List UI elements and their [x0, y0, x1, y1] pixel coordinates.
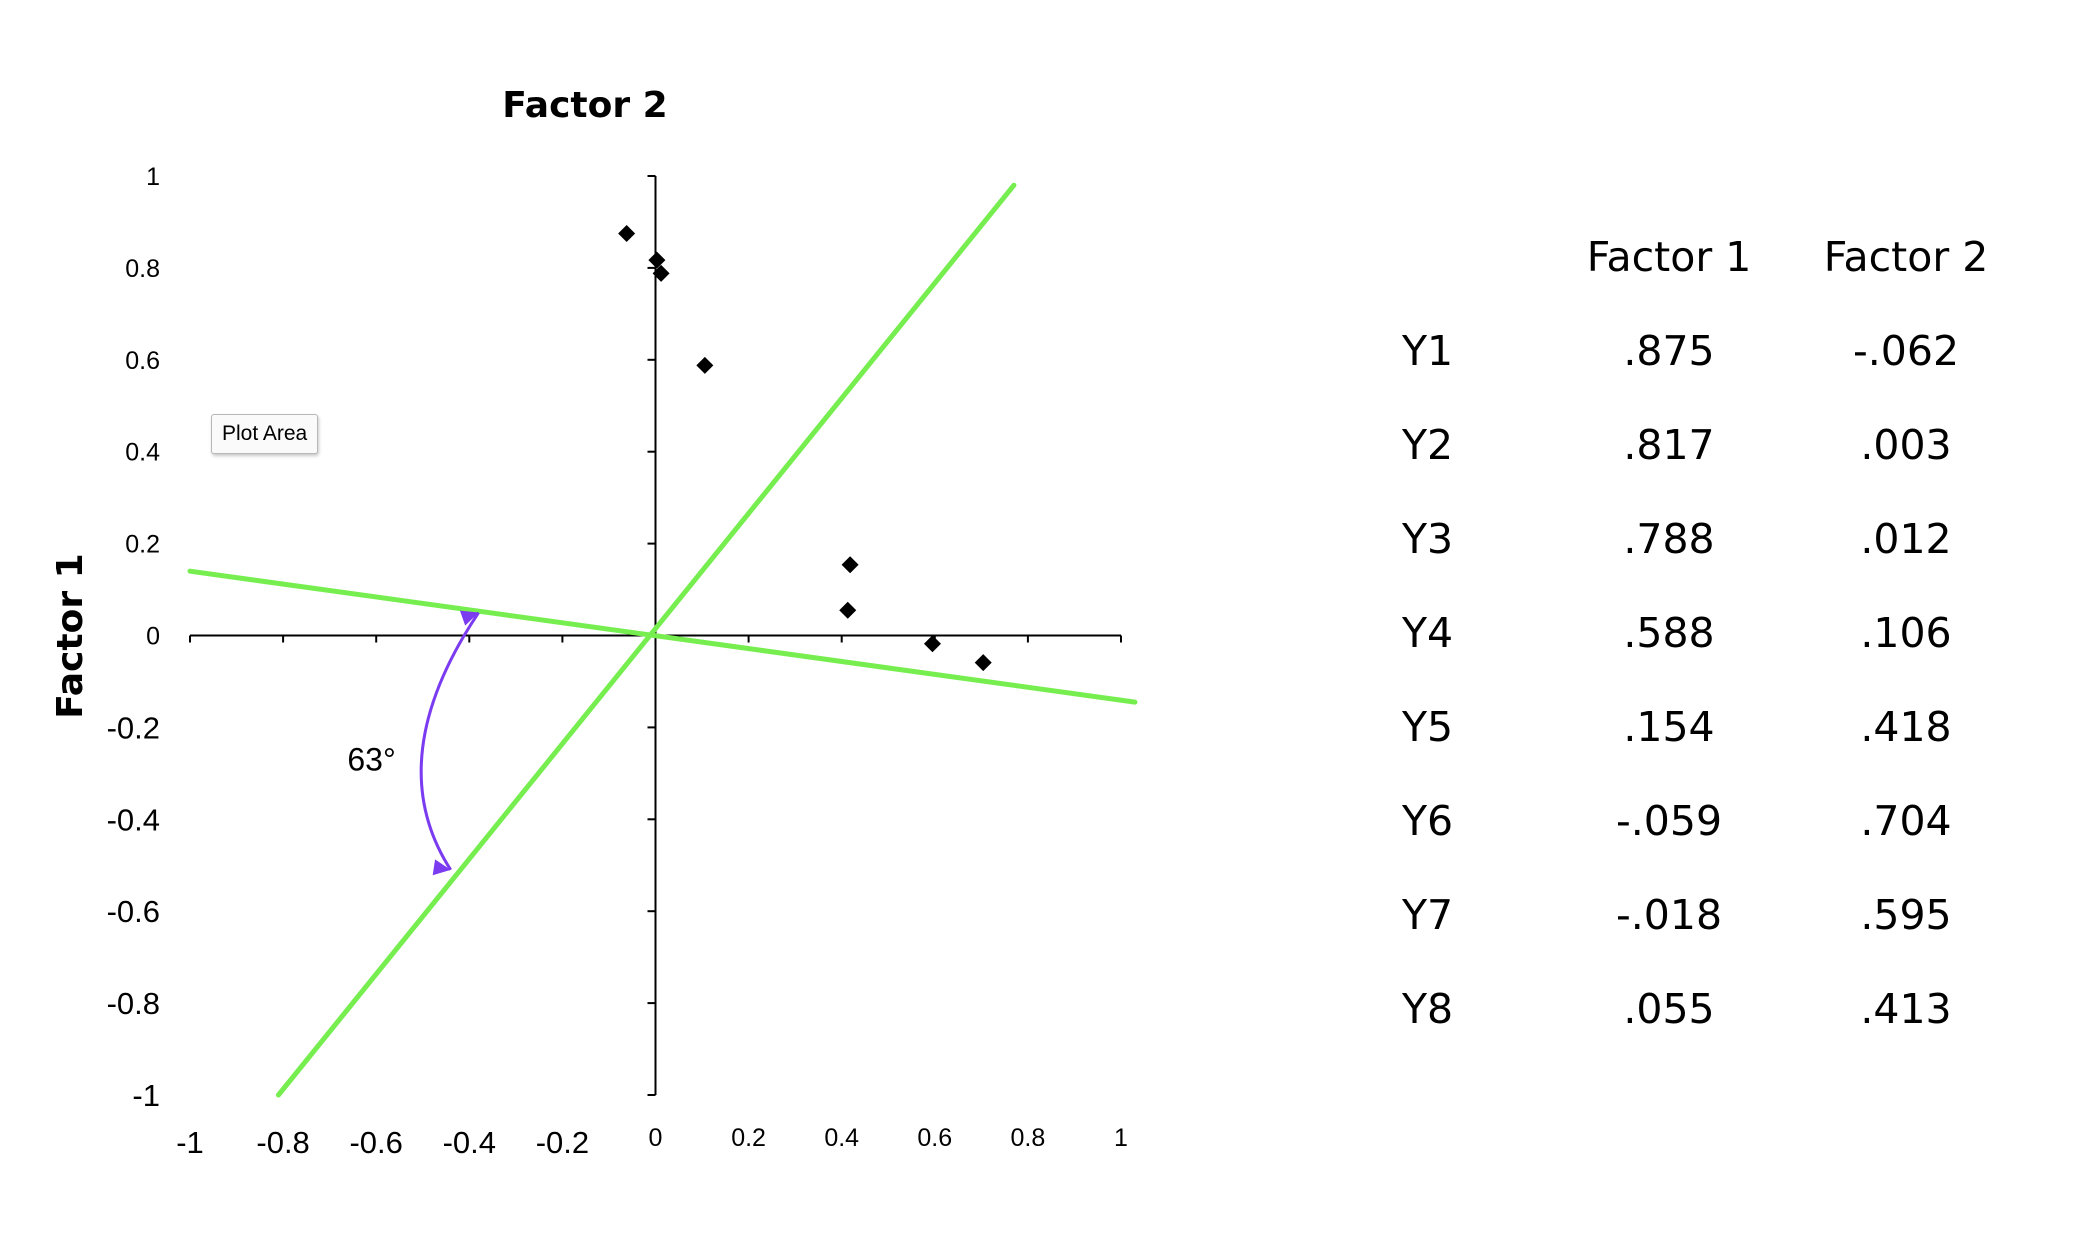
table-row: Y2 .817 .003: [1360, 398, 2026, 492]
row-label: Y6: [1402, 797, 1454, 845]
angle-arc: [419, 611, 480, 871]
x-tick-label: -0.6: [349, 1125, 402, 1160]
y-tick-label: 0.6: [125, 347, 160, 375]
x-tick-label: -0.2: [536, 1125, 589, 1160]
x-tick-label: 0.6: [917, 1124, 952, 1152]
x-tick-label: 0.4: [824, 1124, 859, 1152]
factor-axis-lines: [187, 182, 1138, 1098]
table-row: Y5 .154 .418: [1360, 680, 2026, 774]
x-tick-label: 0: [649, 1124, 663, 1152]
data-point: [696, 356, 714, 374]
y-tick-label: -1: [132, 1078, 160, 1113]
y-tick-label: 0: [146, 623, 160, 651]
row-label: Y8: [1402, 985, 1454, 1033]
data-point: [648, 251, 666, 269]
row-label: Y2: [1402, 421, 1454, 469]
factor-1-value: .055: [1623, 985, 1715, 1033]
factor-1-value: -.059: [1615, 797, 1723, 845]
x-tick-label: -1: [176, 1125, 204, 1160]
x-tick-label: -0.8: [256, 1125, 309, 1160]
row-label: Y3: [1402, 515, 1454, 563]
angle-label: 63°: [347, 742, 395, 778]
data-points: [618, 224, 992, 672]
y-tick-label: -0.4: [107, 802, 160, 837]
factor-2-value: .413: [1860, 985, 1952, 1033]
data-point: [839, 601, 857, 619]
x-tick-label: 0.8: [1011, 1124, 1046, 1152]
arc-arrowhead: [459, 610, 479, 626]
factor-1-value: -.018: [1615, 891, 1723, 939]
row-label: Y4: [1402, 609, 1454, 657]
factor-1-value: .154: [1623, 703, 1715, 751]
factor-2-value: .704: [1860, 797, 1952, 845]
data-point: [923, 635, 941, 653]
y-tick-label: 0.4: [125, 439, 160, 467]
factor-1-value: .817: [1623, 421, 1715, 469]
factor-2-value: -.062: [1852, 327, 1960, 375]
y-tick-label: 1: [146, 163, 160, 191]
row-label: Y7: [1402, 891, 1454, 939]
table-row: Y1 .875 -.062: [1360, 304, 2026, 398]
angle-annotation: 63°: [347, 610, 480, 876]
data-point: [841, 556, 859, 574]
factor-2-value: .595: [1860, 891, 1952, 939]
arc-arrowhead: [432, 859, 451, 876]
table-header-factor-2: Factor 2: [1823, 233, 1989, 281]
factor-1-value: .875: [1623, 327, 1715, 375]
table-header-factor-1: Factor 1: [1586, 233, 1752, 281]
factor-2-value: .003: [1860, 421, 1952, 469]
y-tick-label: -0.6: [107, 894, 160, 929]
chart-title: Factor 2: [502, 85, 667, 126]
factor-2-value: .106: [1860, 609, 1952, 657]
table-row: Y7 -.018 .595: [1360, 868, 2026, 962]
y-tick-label: 0.2: [125, 531, 160, 559]
x-tick-label: 1: [1114, 1124, 1128, 1152]
factor-1-value: .588: [1623, 609, 1715, 657]
factor-loadings-table: Factor 1 Factor 2 Y1 .875 -.062 Y2 .817 .003…: [1360, 210, 2026, 1056]
table-header-row: Factor 1 Factor 2: [1360, 210, 2026, 304]
table-row: Y8 .055 .413: [1360, 962, 2026, 1056]
x-tick-label: 0.2: [731, 1124, 766, 1152]
y-axis-title: Factor 1: [50, 553, 91, 718]
table-row: Y3 .788 .012: [1360, 492, 2026, 586]
row-label: Y1: [1402, 327, 1454, 375]
row-label: Y5: [1402, 703, 1454, 751]
data-point: [652, 264, 670, 282]
table-row: Y4 .588 .106: [1360, 586, 2026, 680]
table-row: Y6 -.059 .704: [1360, 774, 2026, 868]
axes: -1 -0.8 -0.6 -0.4 -0.2 0 0.2 0.4 0.6 0.8 1 1 0.8 0.6 0…: [107, 163, 1128, 1160]
data-point: [974, 654, 992, 672]
factor-2-value: .418: [1860, 703, 1952, 751]
y-tick-label: -0.2: [107, 710, 160, 745]
factor-1-value: .788: [1623, 515, 1715, 563]
x-tick-label: -0.4: [443, 1125, 496, 1160]
data-point: [618, 224, 636, 242]
y-tick-label: 0.8: [125, 255, 160, 283]
factor-2-value: .012: [1860, 515, 1952, 563]
table-header-variable: [1360, 210, 1552, 304]
y-tick-label: -0.8: [107, 986, 160, 1021]
factor-axis-line: [275, 182, 1017, 1098]
factor-axis-line: [187, 568, 1138, 705]
plot-area-tooltip: Plot Area: [211, 414, 319, 454]
